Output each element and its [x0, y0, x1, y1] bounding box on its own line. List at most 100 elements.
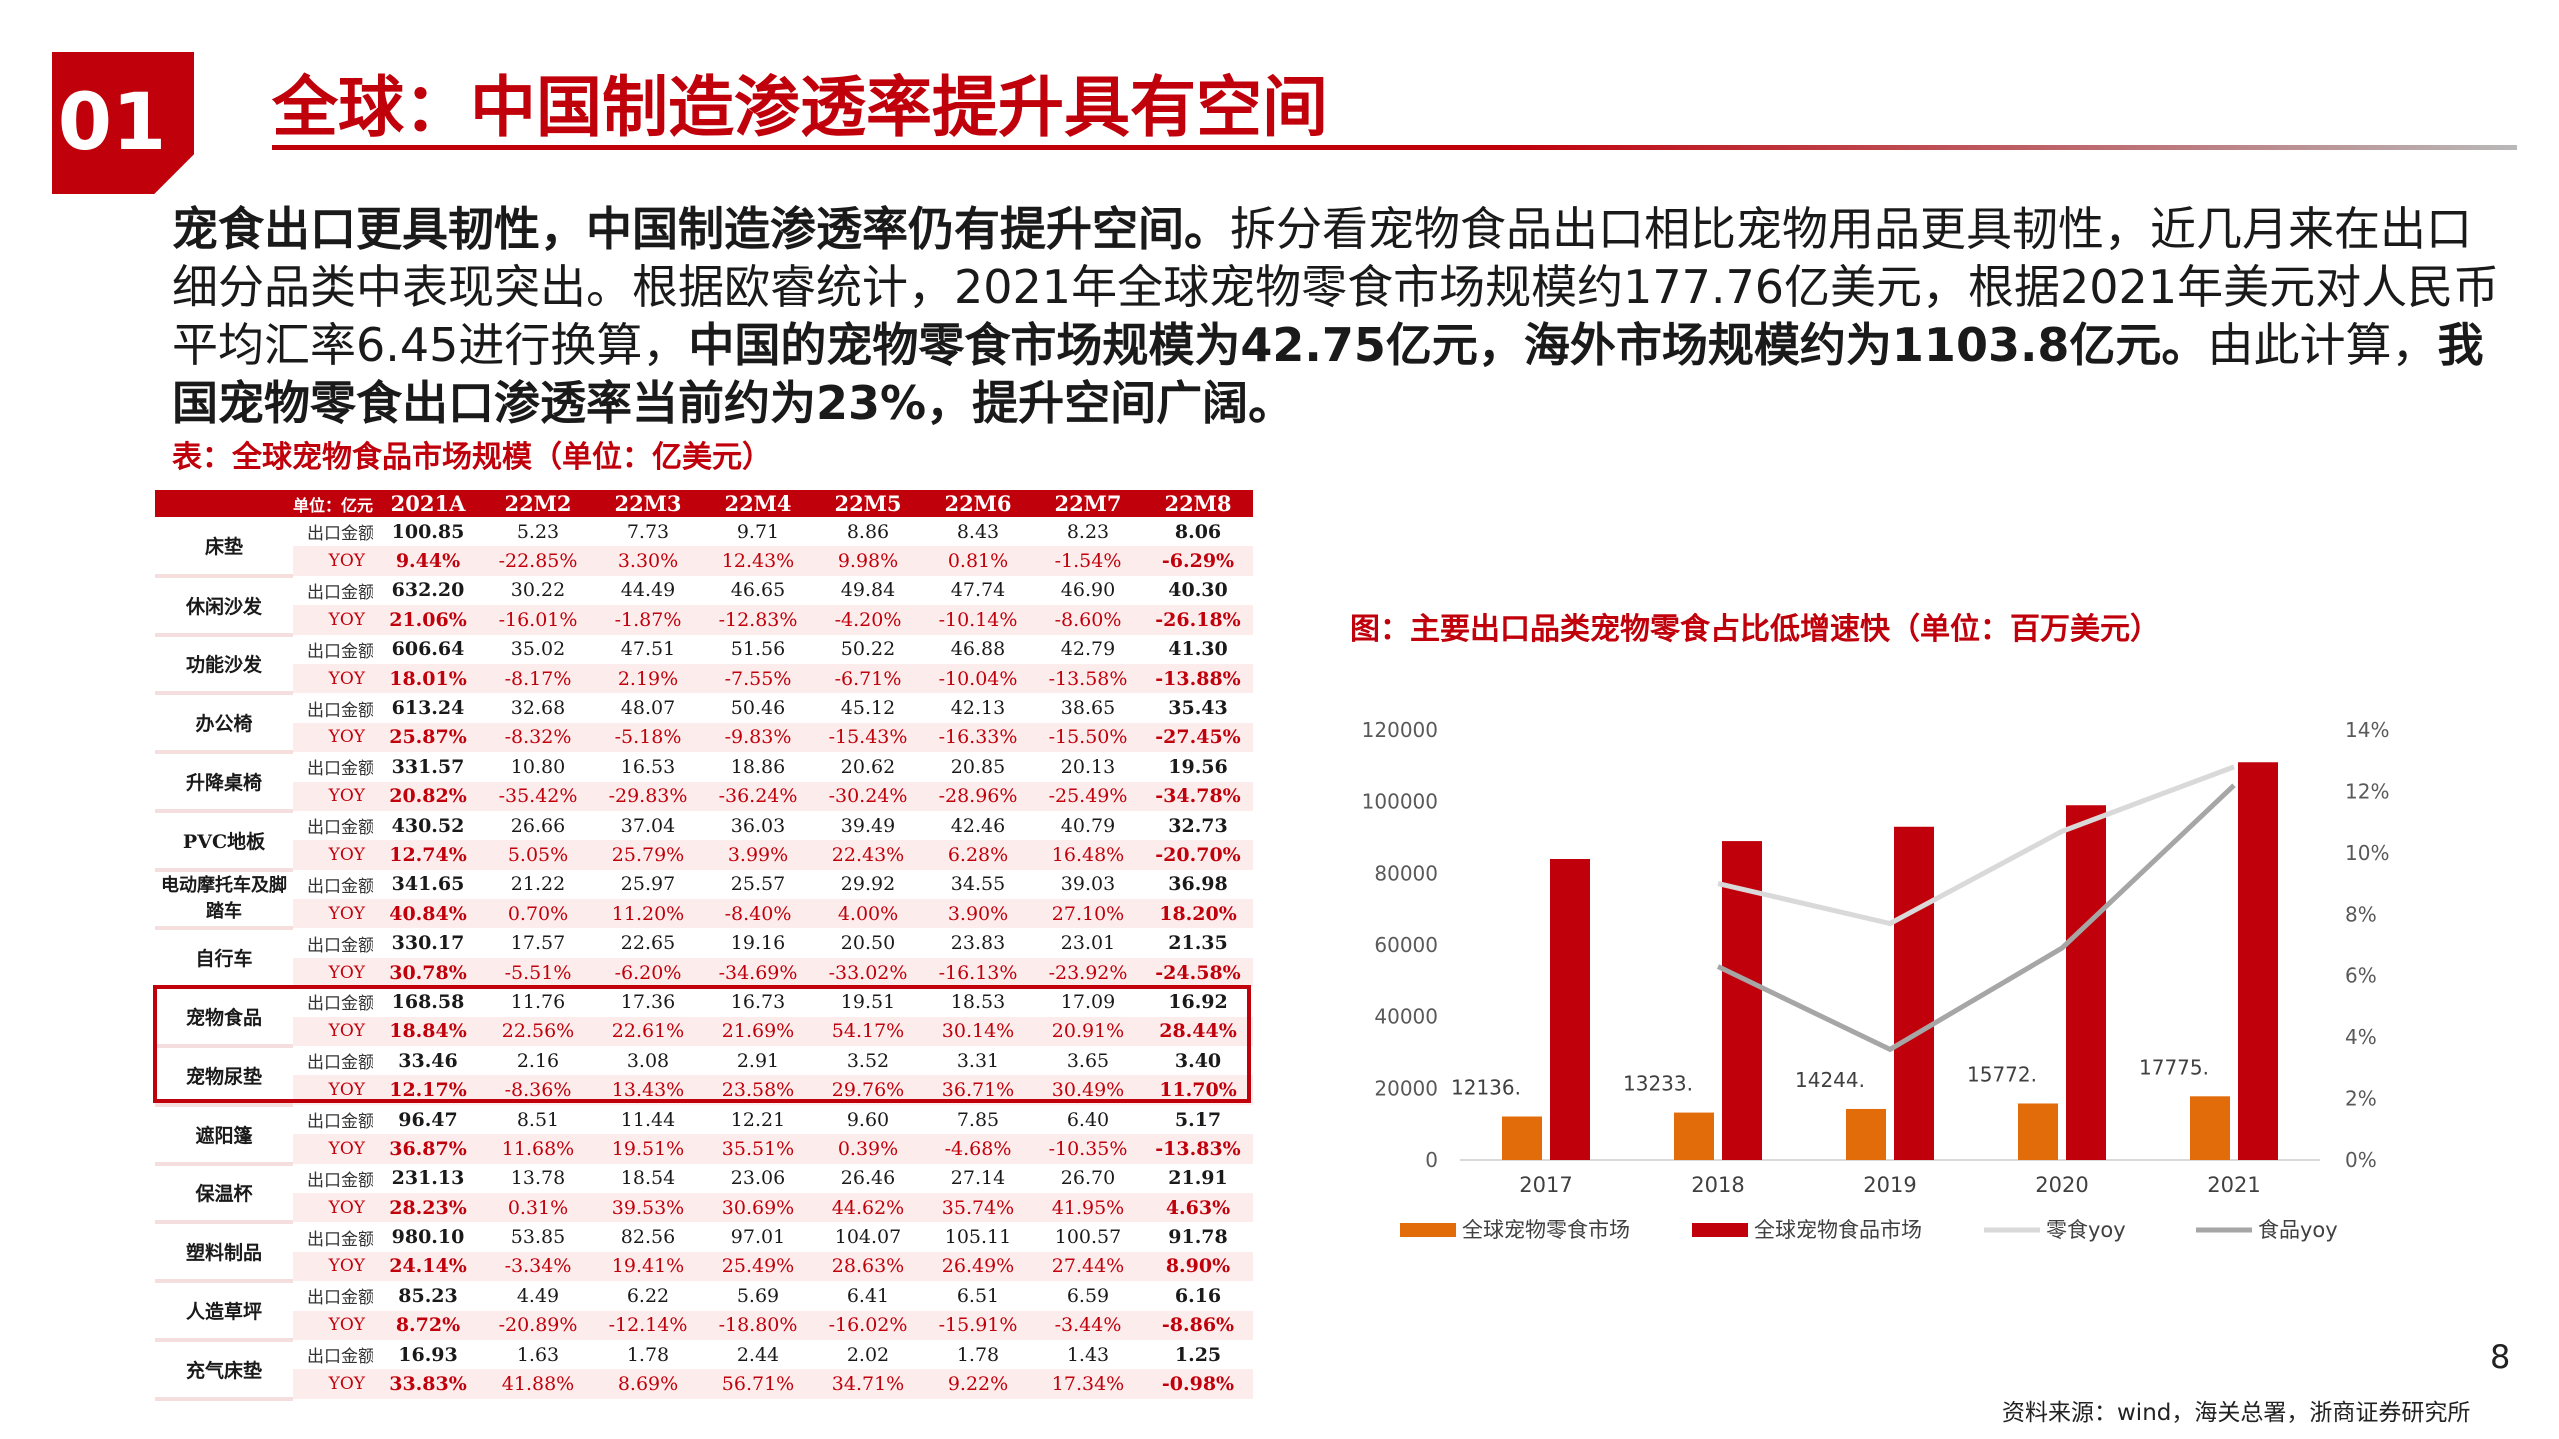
yoy-cell: 33.83% — [373, 1369, 483, 1399]
row-label: YOY — [293, 781, 373, 811]
yoy-cell: -16.02% — [813, 1310, 923, 1340]
amount-cell: 17.36 — [593, 987, 703, 1017]
bar-data-label: 17775. — [2139, 1055, 2209, 1079]
table-row: 人造草坪 出口金额 85.23 4.49 6.22 5.69 6.41 6.51 6.59 6.1… — [155, 1281, 1253, 1342]
yoy-cell: 9.44% — [373, 546, 483, 576]
row-label: 出口金额 — [293, 869, 373, 900]
bar-data-label: 13233. — [1623, 1072, 1693, 1096]
yoy-cell: -6.20% — [593, 957, 703, 988]
section-badge: 01 — [52, 52, 194, 194]
amount-cell: 50.22 — [813, 634, 923, 664]
amount-cell: 9.71 — [703, 517, 813, 547]
yoy-cell: 0.39% — [813, 1134, 923, 1164]
bar-snack-market — [1674, 1112, 1714, 1160]
bar-data-label: 14244. — [1795, 1068, 1865, 1092]
summary-text-1: 拆分看宠物食品出口相比宠物用品更具韧性，近几月来在出口细分品类中表现突出。根据欧… — [172, 202, 2500, 372]
amount-cell: 21.35 — [1143, 928, 1253, 958]
bar-food-market — [2238, 762, 2278, 1160]
category-cell: 床垫 — [155, 517, 293, 578]
amount-cell: 20.50 — [813, 928, 923, 958]
category-cell: 休闲沙发 — [155, 575, 293, 637]
legend-swatch — [1400, 1223, 1456, 1237]
category-cell: 保温杯 — [155, 1163, 293, 1225]
row-label: 出口金额 — [293, 810, 373, 841]
amount-cell: 50.46 — [703, 693, 813, 723]
row-label: 出口金额 — [293, 987, 373, 1017]
summary-bold-2: 中国的宠物零食市场规模为42.75亿元，海外市场规模约为1103.8亿元。 — [688, 318, 2208, 372]
row-label: YOY — [293, 663, 373, 694]
amount-cell: 36.98 — [1143, 869, 1253, 900]
x-axis-tick-label: 2020 — [2035, 1173, 2088, 1197]
table-header-cell: 22M5 — [813, 490, 923, 517]
yoy-cell: -24.58% — [1143, 957, 1253, 988]
row-label: YOY — [293, 1016, 373, 1047]
row-label: 出口金额 — [293, 517, 373, 547]
yoy-cell: -6.29% — [1143, 546, 1253, 576]
yoy-cell: -13.58% — [1033, 663, 1143, 694]
amount-cell: 21.91 — [1143, 1163, 1253, 1193]
yoy-cell: 35.74% — [923, 1192, 1033, 1223]
amount-cell: 47.74 — [923, 575, 1033, 606]
yoy-cell: 25.79% — [593, 840, 703, 870]
x-axis-tick-label: 2019 — [1863, 1173, 1916, 1197]
bar-snack-market — [1846, 1108, 1886, 1160]
table-row: YOY 9.44% -22.85% 3.30% 12.43% 9.98% 0.81% -1.5… — [155, 546, 1253, 576]
amount-cell: 6.16 — [1143, 1281, 1253, 1311]
table-row: 休闲沙发 出口金额 632.20 30.22 44.49 46.65 49.84 47.74 4… — [155, 575, 1253, 637]
yoy-cell: -8.60% — [1033, 605, 1143, 635]
amount-cell: 20.13 — [1033, 752, 1143, 782]
category-cell: 升降桌椅 — [155, 752, 293, 813]
y-axis-tick-label: 120000 — [1362, 718, 1438, 742]
yoy-cell: -18.80% — [703, 1310, 813, 1340]
yoy-cell: -16.01% — [483, 605, 593, 635]
amount-cell: 16.92 — [1143, 987, 1253, 1017]
row-label: 出口金额 — [293, 1163, 373, 1193]
yoy-cell: 19.51% — [593, 1134, 703, 1164]
table-row: YOY 25.87% -8.32% -5.18% -9.83% -15.43% -16.33… — [155, 722, 1253, 753]
row-label: YOY — [293, 899, 373, 929]
yoy-cell: 26.49% — [923, 1251, 1033, 1282]
row-label: 出口金额 — [293, 1281, 373, 1311]
table-header-cell: 22M8 — [1143, 490, 1253, 517]
bar-food-market — [2066, 805, 2106, 1160]
table-row: YOY 30.78% -5.51% -6.20% -34.69% -33.02% -16.1… — [155, 957, 1253, 988]
amount-cell: 23.06 — [703, 1163, 813, 1193]
yoy-cell: -5.51% — [483, 957, 593, 988]
yoy-cell: 0.81% — [923, 546, 1033, 576]
yoy-cell: 9.22% — [923, 1369, 1033, 1399]
y2-axis-tick-label: 10% — [2345, 841, 2389, 865]
table-row: 电动摩托车及脚踏车 出口金额 341.65 21.22 25.97 25.57 29.92 3… — [155, 869, 1253, 931]
table-header-cell: 22M2 — [483, 490, 593, 517]
amount-cell: 35.02 — [483, 634, 593, 664]
amount-cell: 23.83 — [923, 928, 1033, 958]
section-number: 01 — [57, 78, 167, 168]
amount-cell: 20.85 — [923, 752, 1033, 782]
table-row: YOY 36.87% 11.68% 19.51% 35.51% 0.39% -4.68% -1… — [155, 1134, 1253, 1164]
amount-cell: 25.57 — [703, 869, 813, 900]
amount-cell: 980.10 — [373, 1222, 483, 1252]
yoy-cell: 17.34% — [1033, 1369, 1143, 1399]
yoy-cell: 0.31% — [483, 1192, 593, 1223]
amount-cell: 46.90 — [1033, 575, 1143, 606]
amount-cell: 19.16 — [703, 928, 813, 958]
table-header-cell: 2021A — [373, 490, 483, 517]
yoy-cell: -10.35% — [1033, 1134, 1143, 1164]
y-axis-tick-label: 20000 — [1374, 1076, 1438, 1100]
amount-cell: 3.52 — [813, 1046, 923, 1076]
amount-cell: 19.56 — [1143, 752, 1253, 782]
table-row: YOY 21.06% -16.01% -1.87% -12.83% -4.20% -10.1… — [155, 605, 1253, 635]
yoy-cell: -29.83% — [593, 781, 703, 811]
amount-cell: 18.54 — [593, 1163, 703, 1193]
export-data-table: 单位：亿元 2021A 22M2 22M3 22M4 22M5 22M6 22M7 22M8 床… — [155, 490, 1253, 1401]
yoy-cell: -10.14% — [923, 605, 1033, 635]
amount-cell: 5.69 — [703, 1281, 813, 1311]
yoy-cell: -34.69% — [703, 957, 813, 988]
amount-cell: 100.85 — [373, 517, 483, 547]
row-label: 出口金额 — [293, 634, 373, 664]
yoy-cell: -3.34% — [483, 1251, 593, 1282]
yoy-cell: 5.05% — [483, 840, 593, 870]
table-row: YOY 40.84% 0.70% 11.20% -8.40% 4.00% 3.90% 27.1… — [155, 899, 1253, 929]
yoy-cell: -35.42% — [483, 781, 593, 811]
legend-label: 全球宠物食品市场 — [1754, 1218, 1922, 1242]
amount-cell: 25.97 — [593, 869, 703, 900]
